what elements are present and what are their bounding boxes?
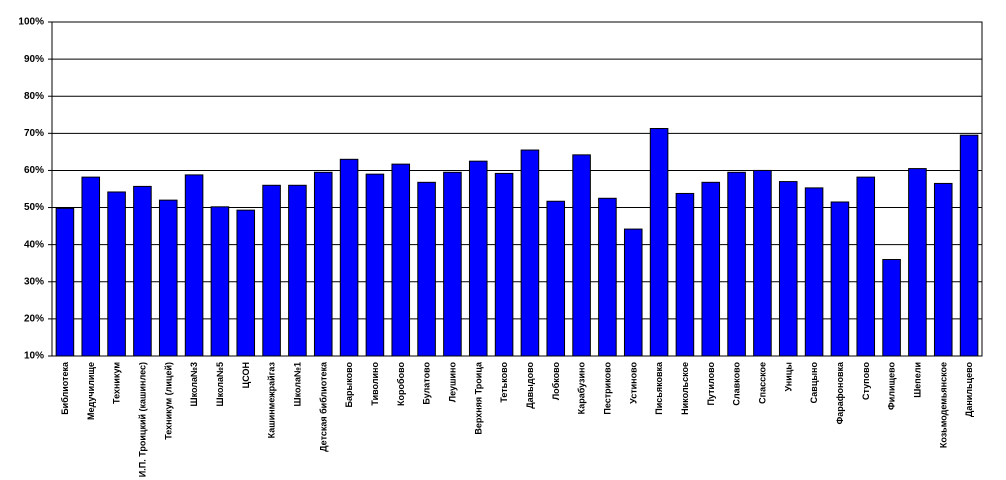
x-tick-label: Тиволино — [370, 362, 380, 406]
bar — [546, 200, 566, 357]
x-tick-label: Шепели — [912, 362, 922, 398]
bar — [184, 174, 204, 357]
bar — [81, 176, 101, 357]
plot-area — [51, 21, 983, 357]
bar — [210, 206, 230, 357]
bar — [830, 201, 850, 357]
x-tick-label: Школа№5 — [215, 362, 225, 406]
bar — [727, 171, 746, 357]
x-tick-label: ЦСОН — [241, 362, 251, 388]
bar — [417, 181, 436, 357]
x-tick-label: Давыдово — [525, 362, 535, 409]
y-tick-label: 60% — [24, 165, 44, 176]
bar — [675, 192, 695, 357]
bar — [572, 154, 591, 357]
bar — [391, 163, 411, 357]
x-tick-label: Филищево — [887, 362, 897, 410]
x-tick-label: Техникум — [112, 362, 122, 404]
x-tick-label: Техникум (лицей) — [163, 362, 173, 440]
bar — [598, 197, 617, 357]
x-tick-label: Кашинмежрайгаз — [267, 361, 277, 438]
x-tick-label: Письяковка — [654, 361, 664, 415]
bar — [107, 191, 126, 357]
y-tick-label: 10% — [24, 351, 44, 362]
bar — [494, 172, 514, 357]
bar — [313, 171, 333, 357]
y-tick-label: 100% — [18, 17, 44, 28]
x-tick-label: Верхняя Троица — [473, 361, 483, 435]
x-tick-label: Пестриково — [602, 361, 612, 414]
x-tick-label: Козьмодемьянское — [938, 362, 948, 448]
x-tick-label: Устиново — [628, 362, 638, 404]
x-tick-label: Детская библиотека — [318, 361, 328, 452]
y-tick-label: 80% — [24, 91, 44, 102]
bar — [158, 199, 178, 357]
x-tick-label: Коробово — [396, 362, 406, 406]
y-tick-label: 20% — [24, 314, 44, 325]
bar — [288, 184, 307, 357]
bar — [778, 181, 798, 357]
x-tick-label: Лобково — [551, 362, 561, 401]
x-tick-label: Тетьково — [499, 361, 509, 402]
y-tick-label: 70% — [24, 128, 44, 139]
x-tick-label: Данильцево — [964, 362, 974, 418]
x-tick-label: Булатово — [422, 362, 432, 405]
bar — [753, 169, 772, 357]
x-tick-label: Библиотека — [60, 361, 70, 415]
bar — [856, 176, 876, 357]
bar — [443, 171, 462, 357]
x-tick-label: Уницы — [783, 362, 793, 392]
bar — [908, 168, 927, 357]
bar — [959, 134, 979, 357]
x-tick-label: Школа№1 — [292, 362, 302, 406]
x-tick-label: Никольское — [680, 362, 690, 415]
x-tick-label: Барыково — [344, 361, 354, 407]
bar — [365, 173, 385, 357]
bar — [623, 228, 643, 357]
x-tick-label: Леушино — [447, 362, 457, 403]
bar — [262, 184, 281, 357]
bar — [55, 207, 75, 357]
y-tick-label: 40% — [24, 239, 44, 250]
x-tick-label: Славково — [732, 362, 742, 406]
bar — [236, 209, 256, 357]
x-tick-label: Школа№3 — [189, 362, 199, 406]
y-tick-label: 50% — [24, 202, 44, 213]
y-tick-label: 90% — [24, 54, 44, 65]
bar — [520, 149, 540, 357]
x-tick-label: Медучилище — [86, 362, 96, 420]
bar — [133, 185, 152, 357]
x-tick-label: Спасское — [757, 362, 767, 404]
x-tick-label: И.П. Троицкий (кашинлес) — [137, 362, 147, 477]
bar — [933, 182, 953, 357]
bar — [701, 181, 721, 357]
y-tick-label: 30% — [24, 276, 44, 287]
bar — [804, 187, 824, 357]
bar — [649, 128, 669, 357]
bar — [339, 158, 359, 357]
x-tick-label: Ступово — [861, 362, 871, 400]
bar — [882, 259, 901, 357]
x-tick-label: Путилово — [706, 362, 716, 406]
x-tick-label: Савцыно — [809, 362, 819, 404]
bar — [468, 160, 488, 357]
x-tick-label: Фарафоновка — [835, 361, 845, 424]
x-tick-label: Карабузино — [577, 362, 587, 415]
